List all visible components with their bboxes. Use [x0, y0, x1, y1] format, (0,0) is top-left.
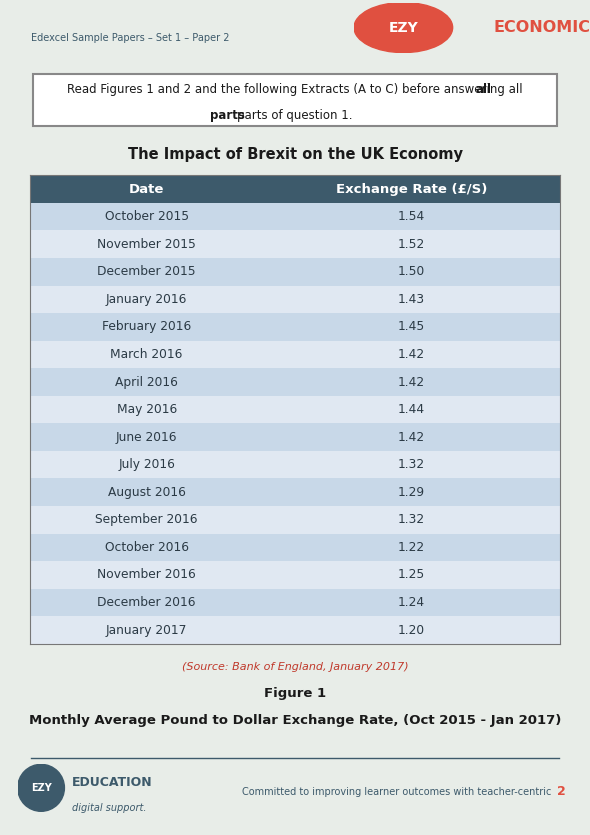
Text: January 2017: January 2017: [106, 624, 188, 636]
Text: October 2016: October 2016: [104, 541, 189, 554]
Text: October 2015: October 2015: [104, 210, 189, 223]
Text: 1.29: 1.29: [398, 486, 425, 498]
Text: February 2016: February 2016: [102, 321, 191, 333]
Text: May 2016: May 2016: [117, 403, 177, 416]
Text: The Impact of Brexit on the UK Economy: The Impact of Brexit on the UK Economy: [127, 147, 463, 162]
FancyBboxPatch shape: [30, 534, 560, 561]
Text: June 2016: June 2016: [116, 431, 178, 443]
Text: EZY: EZY: [388, 21, 418, 34]
Text: Date: Date: [129, 183, 165, 195]
FancyBboxPatch shape: [30, 286, 560, 313]
FancyBboxPatch shape: [30, 478, 560, 506]
Text: 1.20: 1.20: [398, 624, 425, 636]
Text: EZY: EZY: [31, 783, 51, 792]
Text: 1.24: 1.24: [398, 596, 425, 609]
Text: Exchange Rate (£/S): Exchange Rate (£/S): [336, 183, 487, 195]
Text: 1.44: 1.44: [398, 403, 425, 416]
Text: December 2016: December 2016: [97, 596, 196, 609]
Text: digital support.: digital support.: [72, 803, 147, 812]
FancyBboxPatch shape: [30, 561, 560, 589]
FancyBboxPatch shape: [30, 506, 560, 534]
FancyBboxPatch shape: [32, 74, 558, 125]
Ellipse shape: [354, 3, 453, 53]
Text: parts of question 1.: parts of question 1.: [237, 109, 353, 122]
FancyBboxPatch shape: [30, 451, 560, 478]
FancyBboxPatch shape: [30, 313, 560, 341]
FancyBboxPatch shape: [30, 368, 560, 396]
Text: March 2016: March 2016: [110, 348, 183, 361]
Text: July 2016: July 2016: [118, 458, 175, 471]
Text: Edexcel Sample Papers – Set 1 – Paper 2: Edexcel Sample Papers – Set 1 – Paper 2: [31, 33, 229, 43]
FancyBboxPatch shape: [30, 203, 560, 230]
Text: 1.52: 1.52: [398, 238, 425, 250]
Text: Read Figures 1 and 2 and the following Extracts (A to C) before answering ​all: Read Figures 1 and 2 and the following E…: [67, 84, 523, 96]
Text: parts: parts: [210, 109, 245, 122]
Text: Figure 1: Figure 1: [264, 687, 326, 701]
Text: EDUCATION: EDUCATION: [72, 777, 153, 789]
Text: 1.54: 1.54: [398, 210, 425, 223]
Text: ECONOMICS: ECONOMICS: [493, 20, 590, 35]
FancyBboxPatch shape: [30, 258, 560, 286]
FancyBboxPatch shape: [30, 423, 560, 451]
Text: November 2016: November 2016: [97, 569, 196, 581]
Text: April 2016: April 2016: [115, 376, 178, 388]
Text: 1.43: 1.43: [398, 293, 425, 306]
Text: 1.42: 1.42: [398, 348, 425, 361]
FancyBboxPatch shape: [30, 589, 560, 616]
Text: January 2016: January 2016: [106, 293, 188, 306]
FancyBboxPatch shape: [30, 230, 560, 258]
Ellipse shape: [18, 764, 64, 812]
Text: all: all: [475, 84, 491, 96]
Text: 1.45: 1.45: [398, 321, 425, 333]
Text: 1.32: 1.32: [398, 458, 425, 471]
Text: 2: 2: [558, 785, 566, 798]
Text: 1.22: 1.22: [398, 541, 425, 554]
Text: 1.32: 1.32: [398, 514, 425, 526]
Text: September 2016: September 2016: [96, 514, 198, 526]
Text: 1.50: 1.50: [398, 266, 425, 278]
Text: (Source: Bank of England, January 2017): (Source: Bank of England, January 2017): [182, 662, 408, 672]
Text: Committed to improving learner outcomes with teacher-centric: Committed to improving learner outcomes …: [242, 787, 551, 797]
Text: 1.25: 1.25: [398, 569, 425, 581]
Text: August 2016: August 2016: [108, 486, 186, 498]
FancyBboxPatch shape: [30, 616, 560, 644]
FancyBboxPatch shape: [30, 341, 560, 368]
Text: 1.42: 1.42: [398, 431, 425, 443]
Text: December 2015: December 2015: [97, 266, 196, 278]
FancyBboxPatch shape: [30, 175, 560, 203]
Text: 1.42: 1.42: [398, 376, 425, 388]
Text: November 2015: November 2015: [97, 238, 196, 250]
FancyBboxPatch shape: [30, 396, 560, 423]
Text: Monthly Average Pound to Dollar Exchange Rate, (Oct 2015 - Jan 2017): Monthly Average Pound to Dollar Exchange…: [29, 714, 561, 727]
